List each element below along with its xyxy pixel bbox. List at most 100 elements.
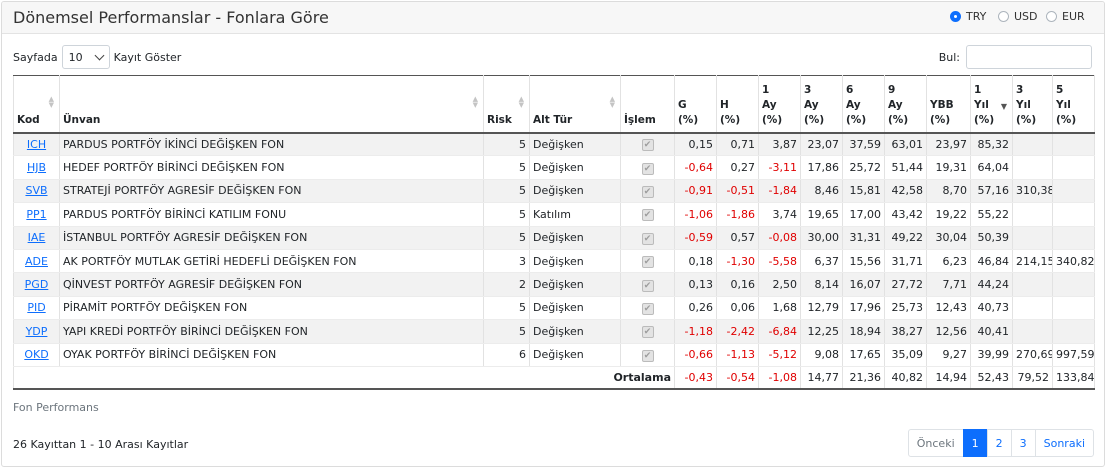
checkbox-icon[interactable]: ✔ — [641, 162, 654, 175]
cell-1ay: -1,84 — [758, 179, 801, 204]
fund-code-link[interactable]: IAE — [27, 231, 46, 245]
col-header-ybb[interactable]: YBB (%) — [926, 75, 971, 134]
col-header-h[interactable]: H (%) — [716, 75, 759, 134]
cell-1yil: 64,04 — [970, 155, 1013, 180]
cell-6ay: 15,81 — [842, 179, 885, 204]
cell-1yil: 85,32 — [970, 132, 1013, 157]
radio-icon[interactable] — [998, 11, 1009, 22]
fund-code-link[interactable]: HJB — [26, 161, 47, 175]
search-control: Bul: — [939, 45, 1092, 69]
col-header-risk[interactable]: Risk ▲ ▼ — [483, 75, 530, 134]
average-1ay: -1,08 — [758, 366, 801, 391]
header-label: Ay — [888, 98, 903, 111]
cell-risk: 2 — [483, 272, 530, 297]
cell-kod: PID — [13, 296, 60, 321]
fund-code-link[interactable]: PP1 — [26, 207, 47, 221]
checkbox-icon[interactable]: ✔ — [641, 256, 654, 269]
header-label: G — [678, 98, 687, 111]
fund-code-link[interactable]: OKD — [24, 348, 49, 362]
cell-ybb: 23,97 — [926, 132, 971, 157]
col-header-kod[interactable]: Kod ▲ ▼ — [13, 75, 60, 134]
checkbox-icon[interactable]: ✔ — [641, 232, 654, 245]
cell-9ay: 25,73 — [884, 296, 927, 321]
radio-icon[interactable] — [950, 11, 961, 22]
cell-3yil: 270,69 — [1012, 343, 1053, 367]
cell-risk: 5 — [483, 179, 530, 204]
col-header-3yil[interactable]: 3 Yıl (%) — [1012, 75, 1053, 134]
page-button-3[interactable]: 3 — [1010, 429, 1036, 457]
cell-ybb: 19,31 — [926, 155, 971, 180]
cell-alt-tur: Değişken — [529, 226, 621, 250]
cell-g: -1,18 — [674, 319, 717, 344]
page-title: Dönemsel Performanslar - Fonlara Göre — [13, 8, 329, 27]
col-header-6ay[interactable]: 6 Ay (%) — [842, 75, 885, 134]
radio-icon[interactable] — [1046, 11, 1057, 22]
cell-3yil: 310,38 — [1012, 179, 1053, 204]
cell-islem: ✔ — [620, 249, 675, 274]
cell-unvan: HEDEF PORTFÖY BİRİNCİ DEĞİŞKEN FON — [59, 155, 484, 180]
average-ybb: 14,94 — [926, 366, 971, 391]
cell-1ay: -3,11 — [758, 155, 801, 180]
checkbox-icon[interactable]: ✔ — [641, 279, 654, 292]
table-row: ADE AK PORTFÖY MUTLAK GETİRİ HEDEFLİ DEĞİ… — [13, 249, 1095, 274]
search-input[interactable] — [966, 45, 1092, 69]
checkbox-icon[interactable]: ✔ — [641, 139, 654, 152]
cell-h: 0,06 — [716, 296, 759, 321]
page-length-select[interactable]: 10 — [61, 45, 110, 69]
cell-unvan: PARDUS PORTFÖY BİRİNCİ KATILIM FONU — [59, 202, 484, 227]
checkbox-icon[interactable]: ✔ — [641, 349, 654, 362]
pagination: Önceki 1 2 3 Sonraki — [907, 429, 1094, 457]
prev-page-button[interactable]: Önceki — [907, 429, 964, 457]
cell-1yil: 40,41 — [970, 319, 1013, 344]
col-header-1yil[interactable]: 1 Yıl (%) ▼ — [970, 75, 1013, 134]
fund-code-link[interactable]: PID — [27, 301, 46, 315]
col-header-1ay[interactable]: 1 Ay (%) — [758, 75, 801, 134]
col-header-3ay[interactable]: 3 Ay (%) — [800, 75, 843, 134]
page-button-2[interactable]: 2 — [986, 429, 1012, 457]
cell-ybb: 9,27 — [926, 343, 971, 367]
fund-code-link[interactable]: SVB — [25, 184, 48, 198]
fund-code-link[interactable]: YDP — [25, 324, 48, 338]
currency-label: TRY — [966, 10, 987, 23]
cell-3ay: 8,46 — [800, 179, 843, 204]
cell-1yil: 44,24 — [970, 272, 1013, 297]
cell-islem: ✔ — [620, 202, 675, 227]
col-header-unvan[interactable]: Ünvan ▲ ▼ — [59, 75, 484, 134]
cell-risk: 6 — [483, 343, 530, 367]
cell-6ay: 15,56 — [842, 249, 885, 274]
page-button-1[interactable]: 1 — [962, 429, 988, 457]
average-3yil: 79,52 — [1012, 366, 1053, 391]
cell-6ay: 37,59 — [842, 132, 885, 157]
fund-code-link[interactable]: ADE — [25, 254, 48, 268]
cell-5yil — [1052, 202, 1095, 227]
cell-ybb: 6,23 — [926, 249, 971, 274]
cell-g: -0,64 — [674, 155, 717, 180]
col-header-5yil[interactable]: 5 Yıl (%) — [1052, 75, 1095, 134]
table-info: 26 Kayıttan 1 - 10 Arası Kayıtlar — [13, 438, 189, 451]
checkbox-icon[interactable]: ✔ — [641, 326, 654, 339]
currency-option-usd[interactable]: USD — [998, 10, 1038, 23]
cell-alt-tur: Değişken — [529, 296, 621, 321]
table-row: OKD OYAK PORTFÖY BİRİNCİ DEĞİŞKEN FON 6 Değ… — [13, 343, 1095, 367]
header-label: (%) — [1016, 113, 1037, 126]
average-9ay: 40,82 — [884, 366, 927, 391]
currency-option-eur[interactable]: EUR — [1046, 10, 1085, 23]
cell-3yil — [1012, 226, 1053, 250]
cell-islem: ✔ — [620, 226, 675, 250]
cell-g: 0,26 — [674, 296, 717, 321]
checkbox-icon[interactable]: ✔ — [641, 185, 654, 198]
fund-code-link[interactable]: ICH — [26, 137, 47, 151]
cell-6ay: 18,94 — [842, 319, 885, 344]
next-page-button[interactable]: Sonraki — [1034, 429, 1094, 457]
cell-6ay: 17,96 — [842, 296, 885, 321]
currency-option-try[interactable]: TRY — [950, 10, 986, 23]
col-header-alt-tur[interactable]: Alt Tür ▲ ▼ — [529, 75, 621, 134]
col-header-g[interactable]: G (%) — [674, 75, 717, 134]
checkbox-icon[interactable]: ✔ — [641, 209, 654, 222]
col-header-9ay[interactable]: 9 Ay (%) — [884, 75, 927, 134]
fund-code-link[interactable]: PGD — [24, 278, 49, 292]
checkbox-icon[interactable]: ✔ — [641, 302, 654, 315]
cell-h: 0,57 — [716, 226, 759, 250]
cell-3ay: 12,79 — [800, 296, 843, 321]
